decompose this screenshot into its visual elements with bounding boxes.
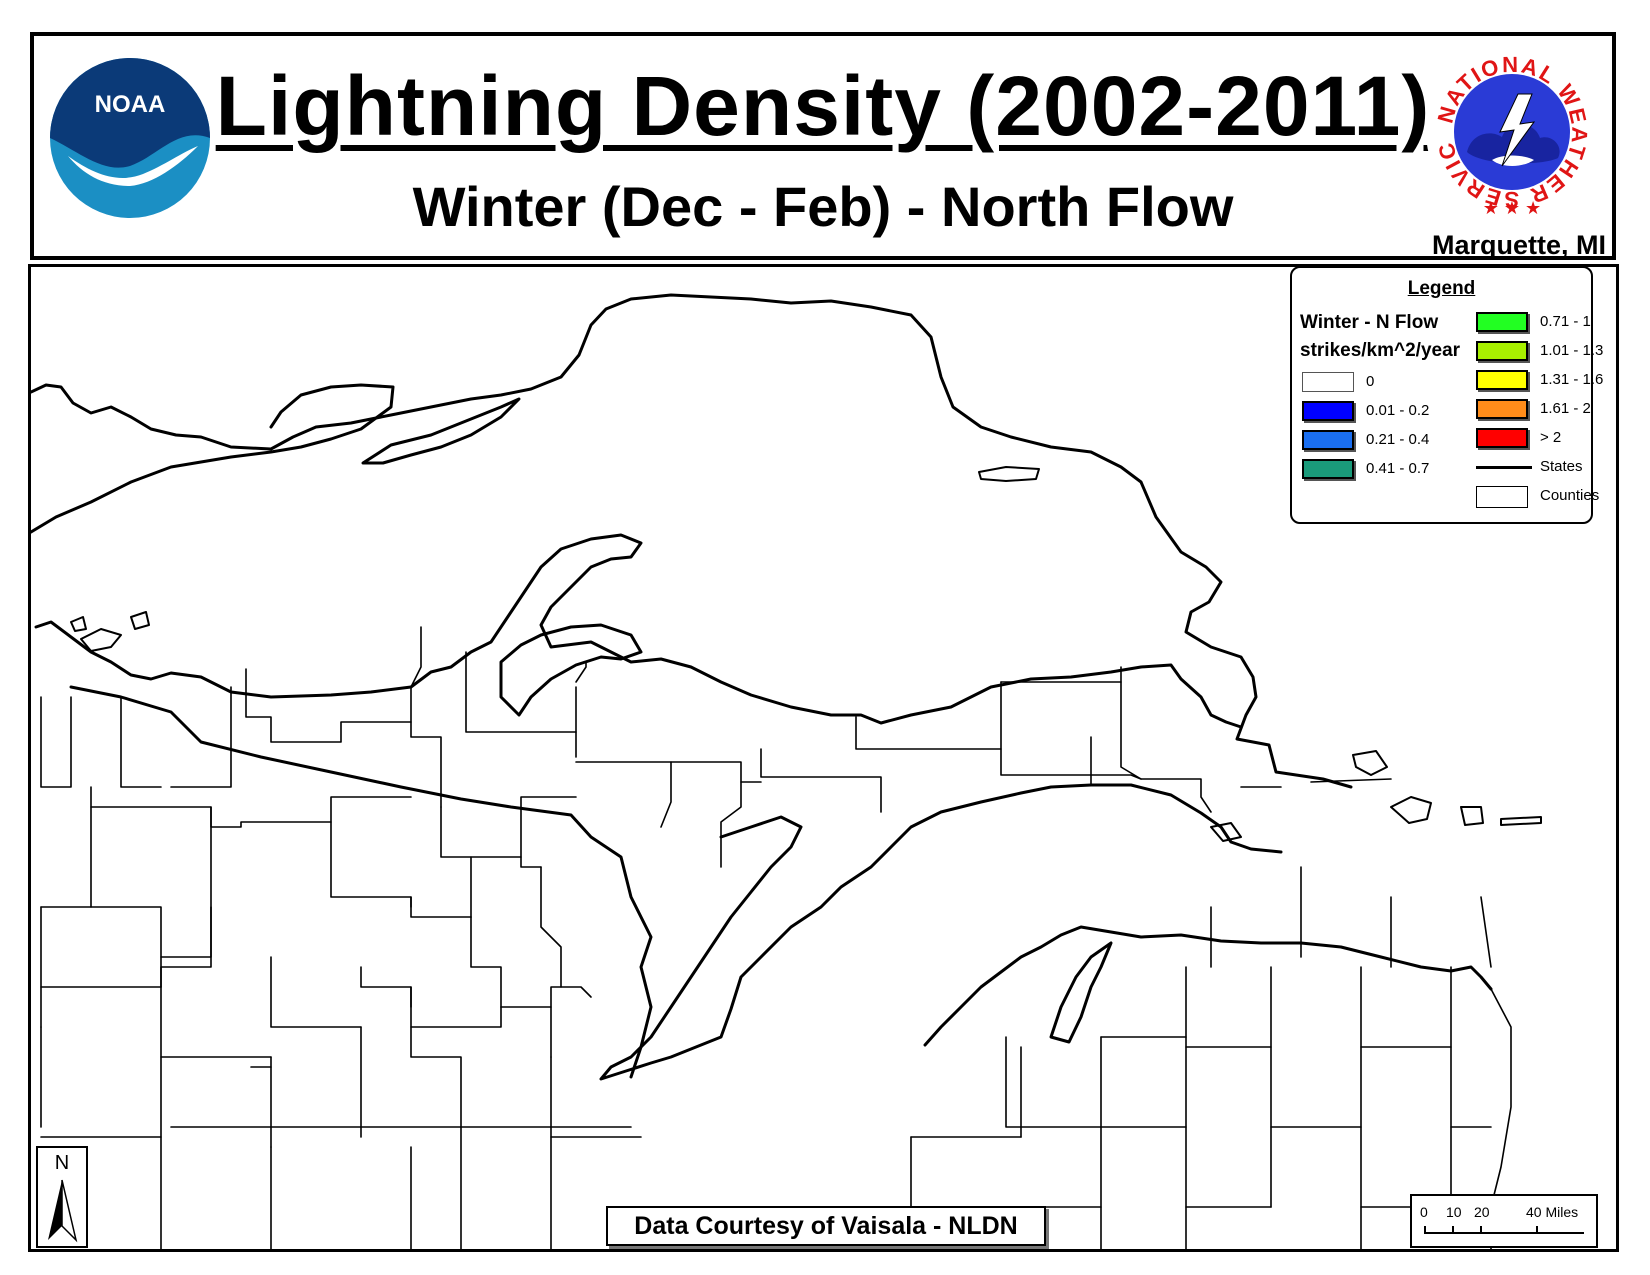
county-map: [31, 293, 1542, 1249]
michigan-lower-peninsula: [923, 925, 1493, 1047]
page-subtitle: Winter (Dec - Feb) - North Flow: [412, 175, 1234, 238]
noaa-logo: NOAA: [50, 58, 210, 218]
legend-swatch: [1302, 430, 1354, 450]
legend-label: > 2: [1540, 429, 1562, 446]
keweenaw-peninsula: [499, 623, 643, 717]
svg-text:NOAA: NOAA: [95, 91, 166, 118]
legend-label: 0.41 - 0.7: [1366, 460, 1430, 477]
scale-tick-label: 0: [1420, 1204, 1428, 1220]
isle-royale: [361, 397, 521, 465]
scale-tick-label: 40 Miles: [1526, 1204, 1579, 1220]
apostle-islands: [70, 611, 150, 652]
map-header: NOAA Lightning Density (2002-2011) Winte…: [30, 32, 1616, 260]
north-channel-islands: [1352, 750, 1542, 826]
minnesota-arrowhead-shore: [34, 533, 1243, 729]
map-legend: Legend Winter - N Flow strikes/km^2/year…: [1290, 266, 1603, 524]
scale-tick-label: 10: [1446, 1204, 1462, 1220]
legend-swatch: [1476, 399, 1528, 419]
island-grand: [978, 466, 1040, 482]
legend-label: 0.71 - 1: [1540, 313, 1591, 330]
legend-label: 0: [1366, 373, 1375, 390]
scale-bar: 0 10 20 40 Miles: [1410, 1194, 1598, 1248]
legend-label: 0.01 - 0.2: [1366, 402, 1430, 419]
svg-text:★ ★ ★: ★ ★ ★: [1483, 198, 1541, 218]
legend-label: 1.31 - 1.6: [1540, 371, 1604, 388]
lake-superior-north-shore: [31, 293, 1353, 789]
scale-tick-label: 20: [1474, 1204, 1490, 1220]
nws-logo: NATIONAL WEATHER SERVICE ★ ★ ★: [1422, 42, 1598, 218]
north-letter: N: [54, 1152, 70, 1174]
legend-layer-name: Winter - N Flow: [1300, 312, 1439, 333]
counties-symbol: [1476, 486, 1528, 508]
scale-notch: [1452, 1226, 1454, 1234]
office-label: Marquette, MI: [1431, 230, 1606, 260]
legend-label: 0.21 - 0.4: [1366, 431, 1430, 448]
legend-swatch: [1476, 370, 1528, 390]
legend-label: 1.61 - 2: [1540, 400, 1591, 417]
legend-swatch: [1476, 428, 1528, 448]
north-arrow: N: [36, 1146, 88, 1248]
page-title: Lightning Density (2002-2011): [215, 59, 1431, 153]
legend-swatch: [1302, 372, 1354, 392]
scale-notch: [1536, 1226, 1538, 1234]
legend-swatch: [1476, 312, 1528, 332]
legend-units: strikes/km^2/year: [1300, 340, 1461, 361]
data-courtesy-label: Data Courtesy of Vaisala - NLDN: [606, 1206, 1046, 1246]
drummond-island-area: [1210, 796, 1432, 842]
county-lines: [40, 626, 1512, 1249]
scale-notch: [1424, 1226, 1426, 1234]
legend-swatch: [1476, 341, 1528, 361]
legend-label: Counties: [1540, 487, 1600, 504]
north-arrow-icon: [48, 1179, 78, 1243]
scale-line: [1424, 1232, 1584, 1234]
green-bay-peninsula: [1049, 941, 1113, 1044]
state-boundary-mn-wi: [69, 685, 653, 1079]
lake-michigan-shore: [599, 783, 1283, 1081]
legend-swatch: [1302, 459, 1354, 479]
legend-label: 1.01 - 1.3: [1540, 342, 1604, 359]
states-line-symbol: [1476, 466, 1532, 469]
lake-superior-south-shore: [31, 383, 395, 534]
legend-title: Legend: [1407, 278, 1476, 299]
legend-swatch: [1302, 401, 1354, 421]
scale-notch: [1480, 1226, 1482, 1234]
legend-label: States: [1540, 458, 1583, 475]
